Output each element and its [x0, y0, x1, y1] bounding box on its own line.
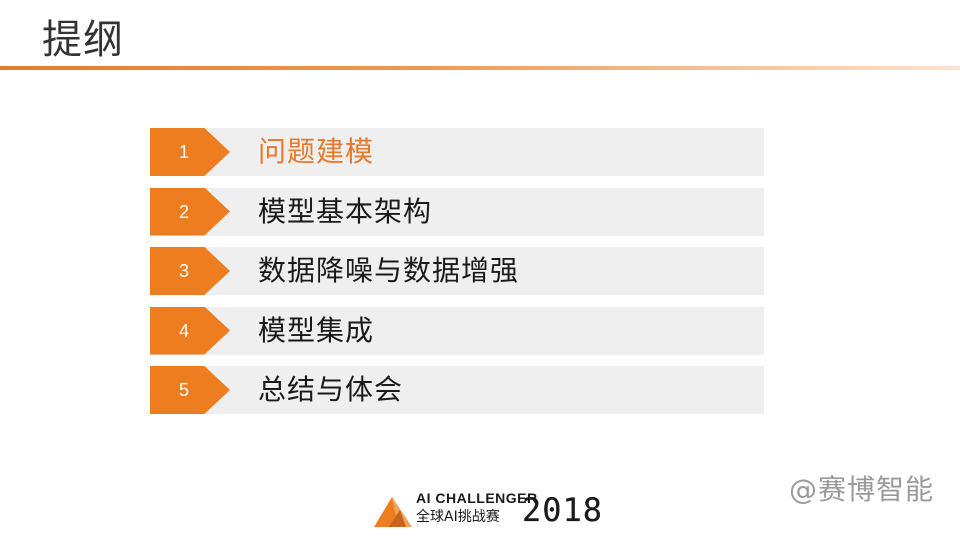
- agenda-number-arrow: 4: [150, 306, 230, 355]
- agenda-number-arrow: 2: [150, 187, 230, 236]
- ai-challenger-logo: AI CHALLENGER 全球AI挑战赛 2018: [370, 490, 604, 530]
- logo-text-chinese: 全球AI挑战赛: [416, 509, 500, 525]
- logo-year: 2018: [522, 491, 604, 529]
- agenda-label: 模型基本架构: [258, 194, 433, 228]
- agenda-item-2: 2 模型基本架构: [150, 187, 764, 236]
- agenda-item-1: 1 问题建模: [150, 128, 764, 176]
- agenda-number: 2: [178, 201, 189, 222]
- agenda-number: 5: [178, 380, 189, 400]
- agenda-list: 1 问题建模 2 模型基本架构 3 数据降噪与数据增强 4 模型集成 5: [150, 128, 764, 426]
- logo-text-english: AI CHALLENGER: [416, 490, 538, 506]
- agenda-number: 4: [178, 320, 189, 341]
- agenda-label: 问题建模: [258, 135, 375, 168]
- agenda-number-arrow: 3: [150, 247, 230, 295]
- orange-triangle-logo-icon: [374, 497, 412, 527]
- agenda-label: 模型集成: [258, 313, 375, 347]
- title-divider: [0, 66, 960, 70]
- agenda-item-5: 5 总结与体会: [150, 366, 764, 414]
- agenda-number: 1: [178, 142, 189, 162]
- agenda-item-3: 3 数据降噪与数据增强: [150, 247, 764, 295]
- page-title: 提纲: [42, 17, 124, 63]
- agenda-number-arrow: 1: [150, 128, 230, 176]
- agenda-item-4: 4 模型集成: [150, 306, 764, 355]
- watermark: @赛博智能: [788, 473, 934, 506]
- agenda-label: 总结与体会: [258, 373, 404, 406]
- agenda-number: 3: [178, 261, 189, 281]
- agenda-number-arrow: 5: [150, 366, 230, 414]
- agenda-label: 数据降噪与数据增强: [258, 254, 520, 287]
